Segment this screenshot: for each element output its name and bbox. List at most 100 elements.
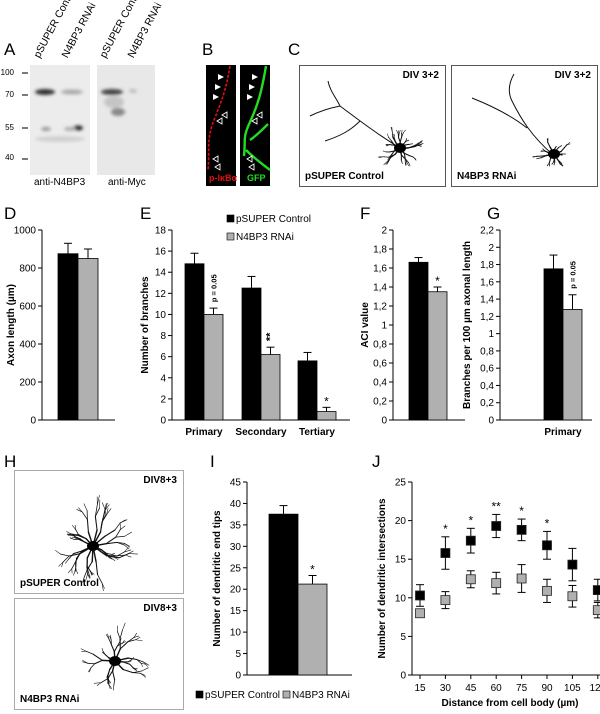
y-tick-label: 1,8: [373, 245, 387, 256]
bar: [317, 412, 336, 420]
bar: [269, 514, 298, 675]
y-tick-label: 0: [160, 416, 166, 427]
y-tick-label: 0: [381, 416, 387, 427]
y-axis-label: Number of dendritic intersections: [377, 498, 388, 658]
bar: [428, 292, 447, 420]
data-point: [517, 525, 526, 534]
bar: [563, 309, 582, 420]
y-tick-label: 1,8: [480, 260, 494, 271]
y-tick-label: 1,6: [480, 277, 494, 288]
y-tick-label: 400: [19, 340, 36, 351]
y-tick-label: 0: [488, 416, 494, 427]
y-tick-label: 600: [19, 302, 36, 313]
data-point: [492, 522, 501, 531]
y-tick-label: 0,4: [373, 378, 387, 389]
y-tick-label: 0,2: [480, 398, 494, 409]
y-tick-label: 20: [230, 585, 242, 596]
x-tick-label: 45: [465, 683, 477, 694]
significance-annotation: **: [492, 499, 502, 513]
x-axis-label: Distance from cell body (µm): [442, 698, 579, 709]
y-tick-label: 30: [230, 542, 242, 553]
data-point: [593, 586, 600, 595]
y-tick-label: 1,4: [373, 283, 387, 294]
data-point: [441, 549, 450, 558]
category-label: Tertiary: [299, 427, 335, 438]
y-tick-label: 0,6: [480, 364, 494, 375]
y-tick-label: 0: [400, 671, 406, 682]
y-tick-label: 16: [155, 247, 167, 258]
y-tick-label: 25: [230, 563, 242, 574]
y-tick-label: 800: [19, 264, 36, 275]
y-tick-label: 18: [155, 226, 167, 237]
y-tick-label: 0,8: [373, 340, 387, 351]
bar: [298, 361, 317, 420]
data-point: [466, 575, 475, 584]
y-tick-label: 2: [160, 394, 166, 405]
y-tick-label: 0: [235, 671, 241, 682]
significance-annotation: p = 0.05: [210, 274, 219, 302]
significance-annotation: *: [324, 394, 329, 408]
y-axis-label: Number of dendritic end tips: [212, 510, 223, 647]
legend-label: pSUPER Control: [236, 214, 311, 225]
significance-annotation: *: [310, 562, 315, 576]
x-tick-label: 75: [516, 683, 528, 694]
y-tick-label: 10: [395, 593, 407, 604]
y-tick-label: 40: [230, 499, 242, 510]
legend-swatch: [227, 215, 234, 222]
y-tick-label: 0,8: [480, 346, 494, 357]
bar: [261, 355, 280, 420]
y-tick-label: 4: [160, 373, 166, 384]
y-tick-label: 35: [230, 520, 242, 531]
legend-swatch: [283, 691, 290, 698]
data-point: [568, 592, 577, 601]
significance-annotation: *: [468, 513, 473, 527]
y-tick-label: 2: [381, 226, 387, 237]
data-point: [466, 536, 475, 545]
y-axis-label: ACI value: [360, 302, 371, 348]
y-tick-label: 14: [155, 268, 167, 279]
y-tick-label: 1,2: [480, 312, 494, 323]
y-axis-label: Axon length (µm): [6, 284, 17, 366]
significance-annotation: *: [443, 522, 448, 536]
x-tick-label: 30: [440, 683, 452, 694]
y-tick-label: 1,4: [480, 295, 494, 306]
y-tick-label: 2,2: [480, 226, 494, 237]
data-point: [543, 541, 552, 550]
y-tick-label: 20: [395, 516, 407, 527]
x-tick-label: 90: [541, 683, 553, 694]
y-tick-label: 25: [395, 478, 407, 489]
y-tick-label: 1000: [14, 226, 37, 237]
data-point: [543, 586, 552, 595]
legend-label: N4BP3 RNAi: [292, 690, 350, 701]
data-point: [416, 609, 425, 618]
bar: [185, 264, 204, 420]
bar: [409, 262, 428, 420]
bar: [242, 288, 261, 420]
category-label: Primary: [544, 427, 582, 438]
bar: [298, 584, 327, 675]
bar: [544, 269, 563, 420]
y-tick-label: 45: [230, 478, 242, 489]
y-tick-label: 15: [395, 555, 407, 566]
significance-annotation: *: [545, 516, 550, 530]
y-tick-label: 6: [160, 352, 166, 363]
bar: [78, 259, 98, 421]
x-tick-label: 120: [589, 683, 600, 694]
y-tick-label: 2: [488, 243, 494, 254]
y-tick-label: 0,4: [480, 381, 494, 392]
y-tick-label: 0,2: [373, 397, 387, 408]
y-tick-label: 8: [160, 331, 166, 342]
significance-annotation: *: [519, 504, 524, 518]
y-tick-label: 1: [488, 329, 494, 340]
x-tick-label: 105: [564, 683, 581, 694]
data-point: [593, 606, 600, 615]
category-label: Secondary: [235, 427, 287, 438]
data-point: [441, 596, 450, 605]
y-tick-label: 1: [381, 321, 387, 332]
